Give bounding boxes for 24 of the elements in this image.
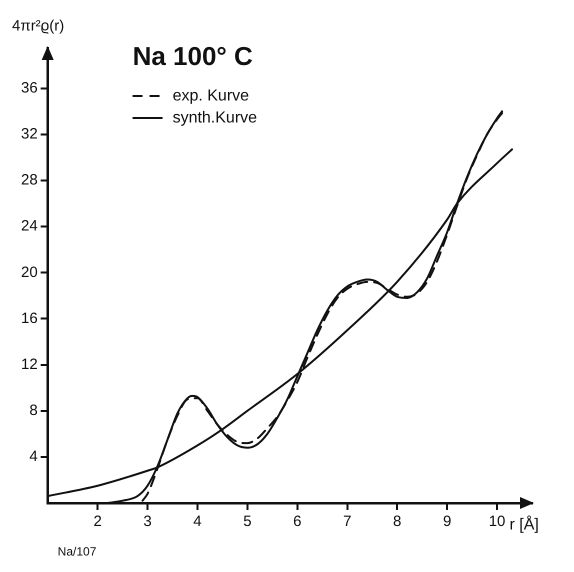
- x-tick-label: 10: [488, 513, 506, 530]
- chart-title: Na 100° C: [132, 41, 254, 72]
- y-tick-label: 36: [20, 79, 38, 96]
- text: Na/107: [58, 544, 97, 558]
- y-tick-label: 28: [20, 172, 38, 189]
- y-tick-label: 24: [20, 218, 38, 235]
- y-axis-title: 4πr²ϱ(r): [12, 18, 64, 35]
- y-tick-label: 16: [20, 310, 38, 327]
- x-tick-label: 9: [442, 513, 452, 530]
- x-tick-label: 5: [243, 513, 252, 530]
- y-tick-label: 32: [20, 126, 38, 143]
- y-tick-label: 12: [20, 356, 38, 373]
- x-tick-label: 4: [193, 513, 202, 530]
- y-tick-label: 8: [29, 402, 38, 419]
- x-tick-label: 8: [393, 513, 402, 530]
- y-tick-label: 4: [29, 448, 38, 466]
- y-tick-label: 20: [20, 264, 38, 281]
- x-tick-label: 2: [93, 513, 102, 530]
- x-axis-title: r [Å]: [510, 515, 539, 534]
- x-tick-label: 6: [293, 513, 302, 530]
- legend-label: synth.Kurve: [172, 109, 258, 126]
- x-tick-label: 3: [143, 513, 152, 530]
- legend-label: exp. Kurve: [172, 87, 250, 104]
- x-tick-label: 7: [343, 513, 352, 530]
